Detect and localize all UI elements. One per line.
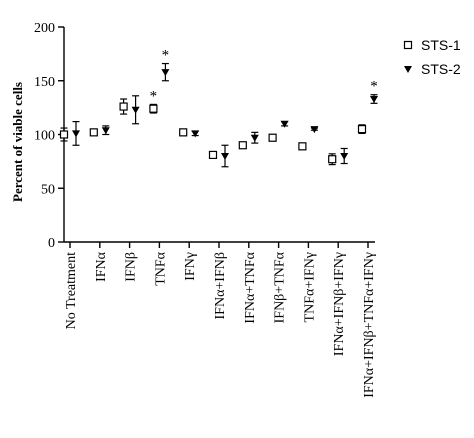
x-tick-label: IFNβ bbox=[124, 252, 139, 282]
y-axis: 0 50 100 150 200 bbox=[34, 21, 65, 251]
sts-1-point bbox=[89, 128, 98, 137]
y-tick-label: 100 bbox=[34, 129, 55, 144]
sts-2-point bbox=[280, 120, 289, 128]
x-tick-label: IFNβ+TNFα bbox=[273, 251, 288, 323]
significance-marker: * bbox=[162, 48, 170, 64]
x-tick-label: No Treatment bbox=[64, 252, 79, 330]
sts-1-point bbox=[238, 141, 247, 150]
legend-sts-1-marker bbox=[403, 40, 413, 50]
sts-2-point bbox=[370, 96, 378, 104]
sts-2-point bbox=[250, 134, 259, 142]
x-tick-label: IFNα+TNFα bbox=[243, 251, 258, 323]
sts-2-point bbox=[131, 106, 140, 114]
sts-1-point bbox=[298, 142, 307, 151]
sts-2-point bbox=[340, 153, 349, 160]
legend: STS-1 STS-2 bbox=[403, 37, 461, 77]
sts-1-point bbox=[179, 128, 188, 137]
sts-1-point bbox=[149, 104, 158, 113]
plot-area: * * * bbox=[59, 48, 378, 168]
sts-2-point bbox=[72, 130, 80, 138]
sts-1-point bbox=[59, 130, 69, 139]
sts-1-point bbox=[268, 133, 277, 142]
legend-sts-1-label: STS-1 bbox=[421, 37, 461, 53]
x-tick-label: TNFα bbox=[153, 251, 168, 285]
y-tick-label: 200 bbox=[34, 21, 55, 36]
y-tick-label: 150 bbox=[34, 75, 55, 90]
y-tick-label: 50 bbox=[41, 182, 55, 197]
sts-2-point bbox=[310, 126, 319, 134]
y-tick-label: 0 bbox=[48, 236, 55, 251]
significance-marker: * bbox=[370, 79, 378, 95]
sts-1-point bbox=[208, 150, 218, 160]
x-tick-label: IFNα+IFNβ bbox=[213, 252, 228, 319]
sts-2-point bbox=[101, 127, 110, 135]
x-axis: No Treatment IFNα IFNβ TNFα IFNγ IFNα+IFNβ IFN… bbox=[64, 241, 377, 398]
legend-sts-2-label: STS-2 bbox=[421, 61, 461, 77]
significance-marker: * bbox=[150, 88, 158, 104]
sts-1-point bbox=[119, 102, 128, 111]
legend-sts-2-marker bbox=[404, 66, 412, 73]
x-tick-label: IFNα+IFNβ+TNFα+IFNγ bbox=[362, 252, 377, 398]
x-tick-label: IFNα+IFNβ+IFNγ bbox=[332, 252, 347, 356]
sts-2-point bbox=[221, 153, 229, 160]
x-tick-label: TNFα+IFNγ bbox=[302, 252, 317, 322]
sts-1-point bbox=[328, 155, 337, 164]
x-tick-label: IFNγ bbox=[183, 252, 198, 281]
y-axis-label: Percent of viable cells bbox=[10, 82, 25, 202]
sts-2-point bbox=[191, 130, 200, 138]
sts-1-point bbox=[357, 125, 367, 134]
x-tick-label: IFNα bbox=[94, 251, 109, 282]
sts-2-point bbox=[161, 69, 170, 77]
